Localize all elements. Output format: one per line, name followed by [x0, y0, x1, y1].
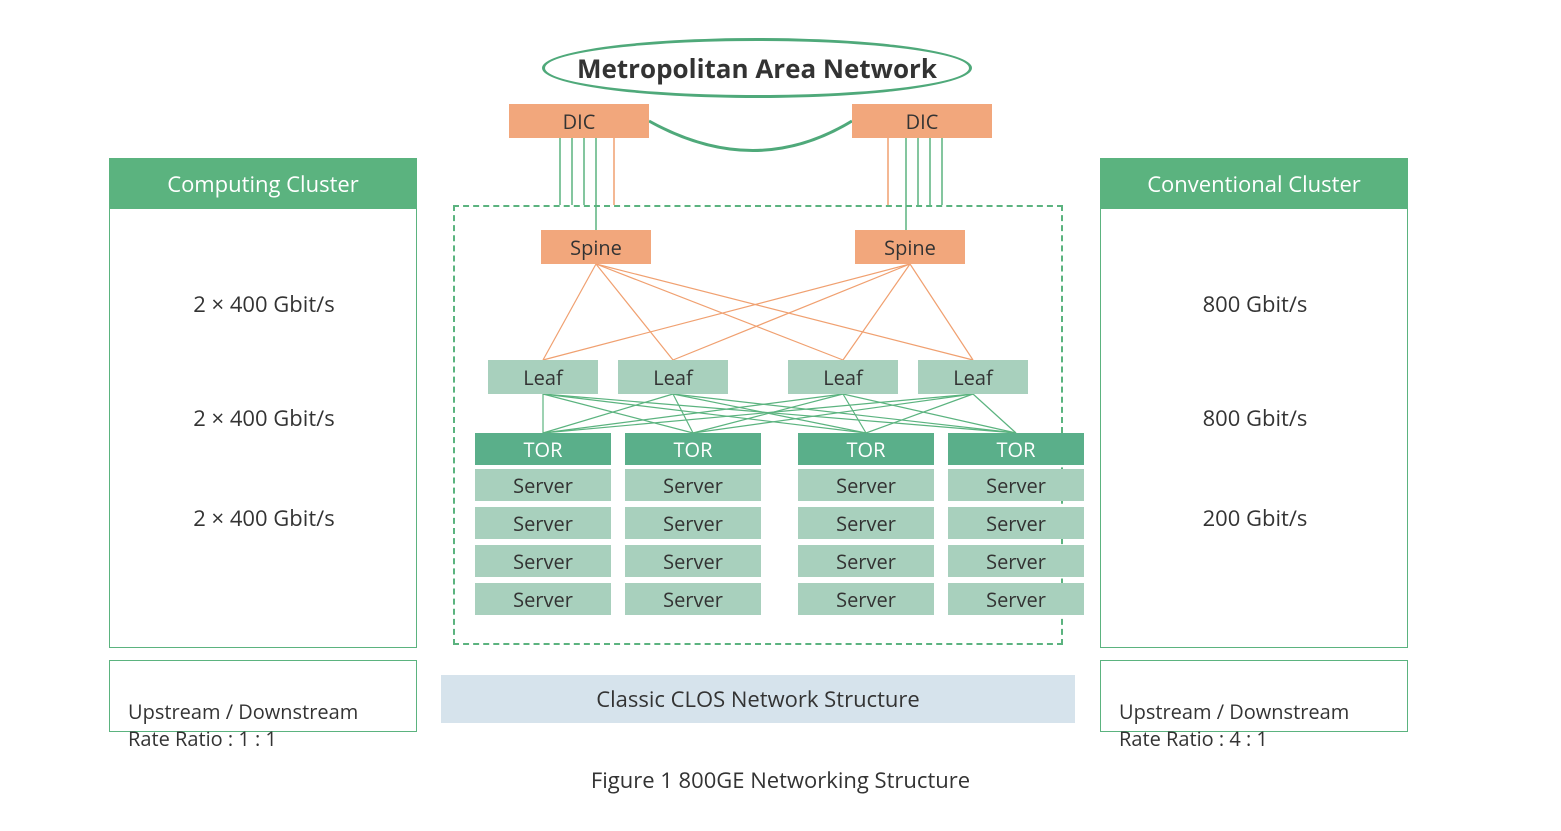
- dic-left-label: DIC: [563, 108, 596, 135]
- server-label: Server: [986, 548, 1046, 575]
- server-1-3: Server: [475, 545, 611, 577]
- server-label: Server: [986, 472, 1046, 499]
- ratio-right-text: Upstream / Downstream Rate Ratio : 4 : 1: [1119, 698, 1349, 752]
- server-3-3: Server: [798, 545, 934, 577]
- server-label: Server: [513, 472, 573, 499]
- tor-2: TOR: [625, 433, 761, 465]
- tor-2-label: TOR: [674, 436, 713, 463]
- server-label: Server: [986, 510, 1046, 537]
- clos-region: [453, 205, 1063, 645]
- server-1-4: Server: [475, 583, 611, 615]
- server-4-3: Server: [948, 545, 1084, 577]
- dic-right: DIC: [852, 104, 992, 138]
- server-label: Server: [663, 586, 723, 613]
- tor-3-label: TOR: [847, 436, 886, 463]
- server-3-2: Server: [798, 507, 934, 539]
- server-2-2: Server: [625, 507, 761, 539]
- rate-1: 2 × 400 Gbit/s: [110, 289, 418, 319]
- leaf-1-label: Leaf: [523, 364, 563, 391]
- server-2-4: Server: [625, 583, 761, 615]
- ratio-left: Upstream / Downstream Rate Ratio : 1 : 1: [109, 660, 417, 732]
- server-4-2: Server: [948, 507, 1084, 539]
- rate-1-r: 800 Gbit/s: [1101, 289, 1409, 319]
- leaf-3-label: Leaf: [823, 364, 863, 391]
- tor-1: TOR: [475, 433, 611, 465]
- server-4-1: Server: [948, 469, 1084, 501]
- server-label: Server: [663, 548, 723, 575]
- server-label: Server: [836, 586, 896, 613]
- computing-cluster-panel: Computing Cluster 2 × 400 Gbit/s 2 × 400…: [109, 158, 417, 648]
- tor-4-label: TOR: [997, 436, 1036, 463]
- tor-3: TOR: [798, 433, 934, 465]
- server-label: Server: [836, 510, 896, 537]
- dic-right-label: DIC: [906, 108, 939, 135]
- figure-caption: Figure 1 800GE Networking Structure: [20, 765, 1541, 795]
- leaf-2-label: Leaf: [653, 364, 693, 391]
- computing-cluster-header: Computing Cluster: [110, 159, 416, 209]
- ratio-right: Upstream / Downstream Rate Ratio : 4 : 1: [1100, 660, 1408, 732]
- spine-left-label: Spine: [570, 234, 622, 261]
- rate-2: 2 × 400 Gbit/s: [110, 403, 418, 433]
- rate-3-r: 200 Gbit/s: [1101, 503, 1409, 533]
- server-label: Server: [663, 472, 723, 499]
- conventional-cluster-title: Conventional Cluster: [1147, 169, 1361, 199]
- leaf-2: Leaf: [618, 360, 728, 394]
- ratio-left-text: Upstream / Downstream Rate Ratio : 1 : 1: [128, 698, 358, 752]
- spine-left: Spine: [541, 230, 651, 264]
- server-3-1: Server: [798, 469, 934, 501]
- spine-right-label: Spine: [884, 234, 936, 261]
- computing-cluster-title: Computing Cluster: [167, 169, 359, 199]
- rate-2-r: 800 Gbit/s: [1101, 403, 1409, 433]
- server-label: Server: [663, 510, 723, 537]
- server-1-2: Server: [475, 507, 611, 539]
- leaf-1: Leaf: [488, 360, 598, 394]
- server-2-3: Server: [625, 545, 761, 577]
- clos-label: Classic CLOS Network Structure: [596, 684, 920, 714]
- server-1-1: Server: [475, 469, 611, 501]
- server-label: Server: [513, 586, 573, 613]
- server-2-1: Server: [625, 469, 761, 501]
- diagram-root: Metropolitan Area Network DIC DIC Spine …: [20, 20, 1541, 811]
- server-label: Server: [513, 548, 573, 575]
- rate-3: 2 × 400 Gbit/s: [110, 503, 418, 533]
- clos-bar: Classic CLOS Network Structure: [441, 675, 1075, 723]
- conventional-cluster-panel: Conventional Cluster 800 Gbit/s 800 Gbit…: [1100, 158, 1408, 648]
- server-4-4: Server: [948, 583, 1084, 615]
- server-label: Server: [836, 548, 896, 575]
- server-label: Server: [836, 472, 896, 499]
- caption-text: Figure 1 800GE Networking Structure: [591, 765, 970, 795]
- leaf-3: Leaf: [788, 360, 898, 394]
- server-3-4: Server: [798, 583, 934, 615]
- dic-left: DIC: [509, 104, 649, 138]
- server-label: Server: [986, 586, 1046, 613]
- tor-4: TOR: [948, 433, 1084, 465]
- metro-title: Metropolitan Area Network: [577, 50, 937, 86]
- spine-right: Spine: [855, 230, 965, 264]
- server-label: Server: [513, 510, 573, 537]
- leaf-4: Leaf: [918, 360, 1028, 394]
- tor-1-label: TOR: [524, 436, 563, 463]
- leaf-4-label: Leaf: [953, 364, 993, 391]
- conventional-cluster-header: Conventional Cluster: [1101, 159, 1407, 209]
- metro-ellipse: Metropolitan Area Network: [542, 38, 972, 98]
